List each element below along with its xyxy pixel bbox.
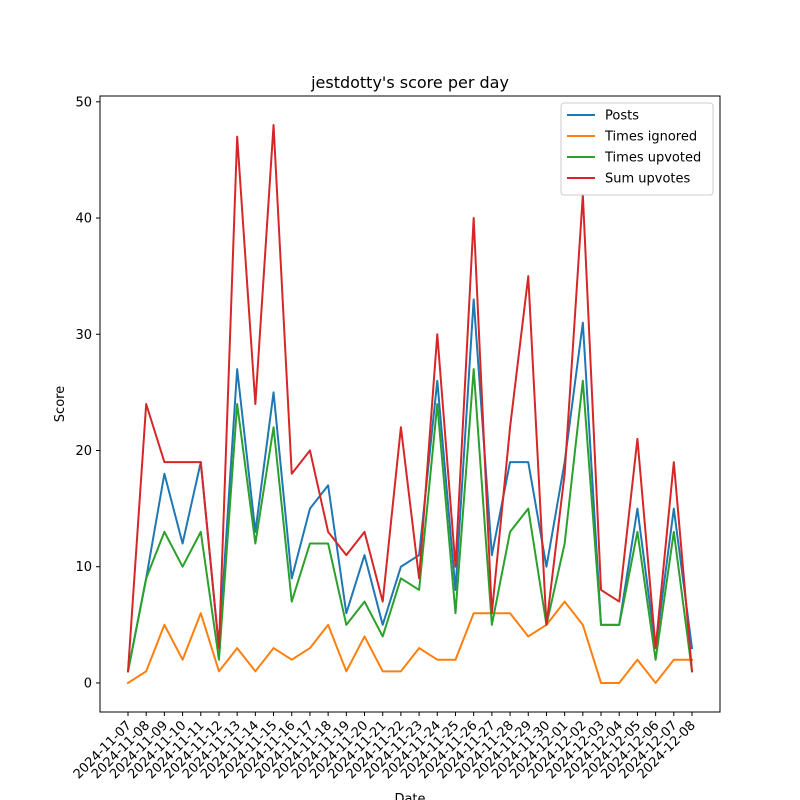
- x-axis-title: Date: [394, 792, 425, 800]
- y-tick-label: 40: [75, 212, 92, 227]
- series-line-times-upvoted: [126, 368, 694, 673]
- y-axis: 0 10 20 30 40 50: [75, 95, 100, 691]
- legend-box: [560, 102, 714, 196]
- y-tick-label: 50: [75, 95, 92, 110]
- x-axis: 2024-11-072024-11-082024-11-092024-11-10…: [71, 712, 699, 782]
- y-tick-label: 30: [75, 328, 92, 343]
- y-tick-label: 10: [75, 560, 92, 575]
- plot-frame: [99, 95, 721, 713]
- series-line-sum-upvotes: [126, 124, 694, 673]
- y-axis-title: Score: [53, 386, 68, 422]
- plot-area: [99, 95, 721, 713]
- legend-label-sum-upvotes: Sum upvotes: [605, 172, 691, 187]
- legend-label-times-ignored: Times ignored: [604, 130, 697, 145]
- legend-label-posts: Posts: [605, 109, 639, 124]
- legend: Posts Times ignored Times upvoted Sum upvot…: [560, 102, 714, 196]
- y-tick-label: 20: [75, 444, 92, 459]
- series-lines: [126, 124, 694, 685]
- y-tick-label: 0: [84, 676, 92, 691]
- chart-title: jestdotty's score per day: [310, 73, 509, 92]
- series-line-times-ignored: [126, 600, 693, 685]
- legend-label-times-upvoted: Times upvoted: [604, 151, 701, 166]
